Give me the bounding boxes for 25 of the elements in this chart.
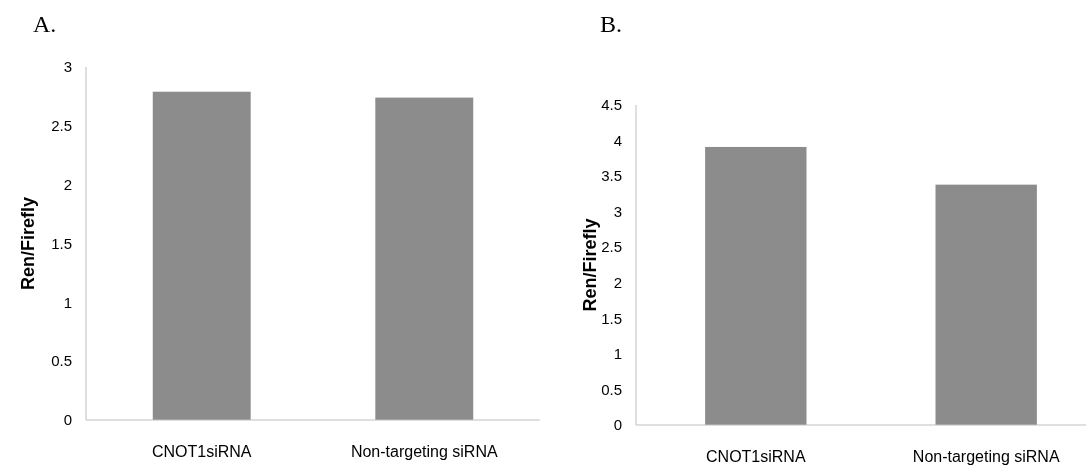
y-tick-label: 4.5 — [601, 96, 622, 114]
y-tick-label: 3.5 — [601, 167, 622, 185]
y-tick-label: 0 — [613, 416, 622, 434]
y-tick-label: 2 — [63, 175, 72, 193]
y-tick-label: 1.5 — [601, 309, 622, 327]
y-tick-label: 0.5 — [51, 352, 72, 370]
chart-title: A. — [33, 11, 57, 37]
y-tick-label: 1.5 — [51, 234, 72, 252]
y-tick-label: 2.5 — [601, 238, 622, 256]
y-tick-label: 2.5 — [51, 117, 72, 135]
x-tick-label: CNOT1siRNA — [151, 443, 252, 460]
y-tick-label: 0 — [63, 411, 72, 429]
x-tick-label: CNOT1siRNA — [706, 448, 806, 465]
x-tick-label: Non-targeting siRNA — [350, 443, 498, 460]
y-tick-label: 2 — [613, 274, 622, 292]
y-tick-label: 1 — [63, 293, 72, 311]
y-tick-label: 1 — [613, 345, 622, 363]
y-axis-title: Ren/Firefly — [18, 196, 38, 291]
chart-title: B. — [600, 11, 623, 37]
y-tick-label: 4 — [613, 131, 622, 149]
x-tick-label: Non-targeting siRNA — [912, 448, 1060, 465]
y-tick-label: 0.5 — [601, 380, 622, 398]
y-tick-label: 3 — [63, 58, 72, 76]
y-axis-title: Ren/Firefly — [580, 218, 600, 312]
y-tick-label: 3 — [613, 202, 622, 220]
